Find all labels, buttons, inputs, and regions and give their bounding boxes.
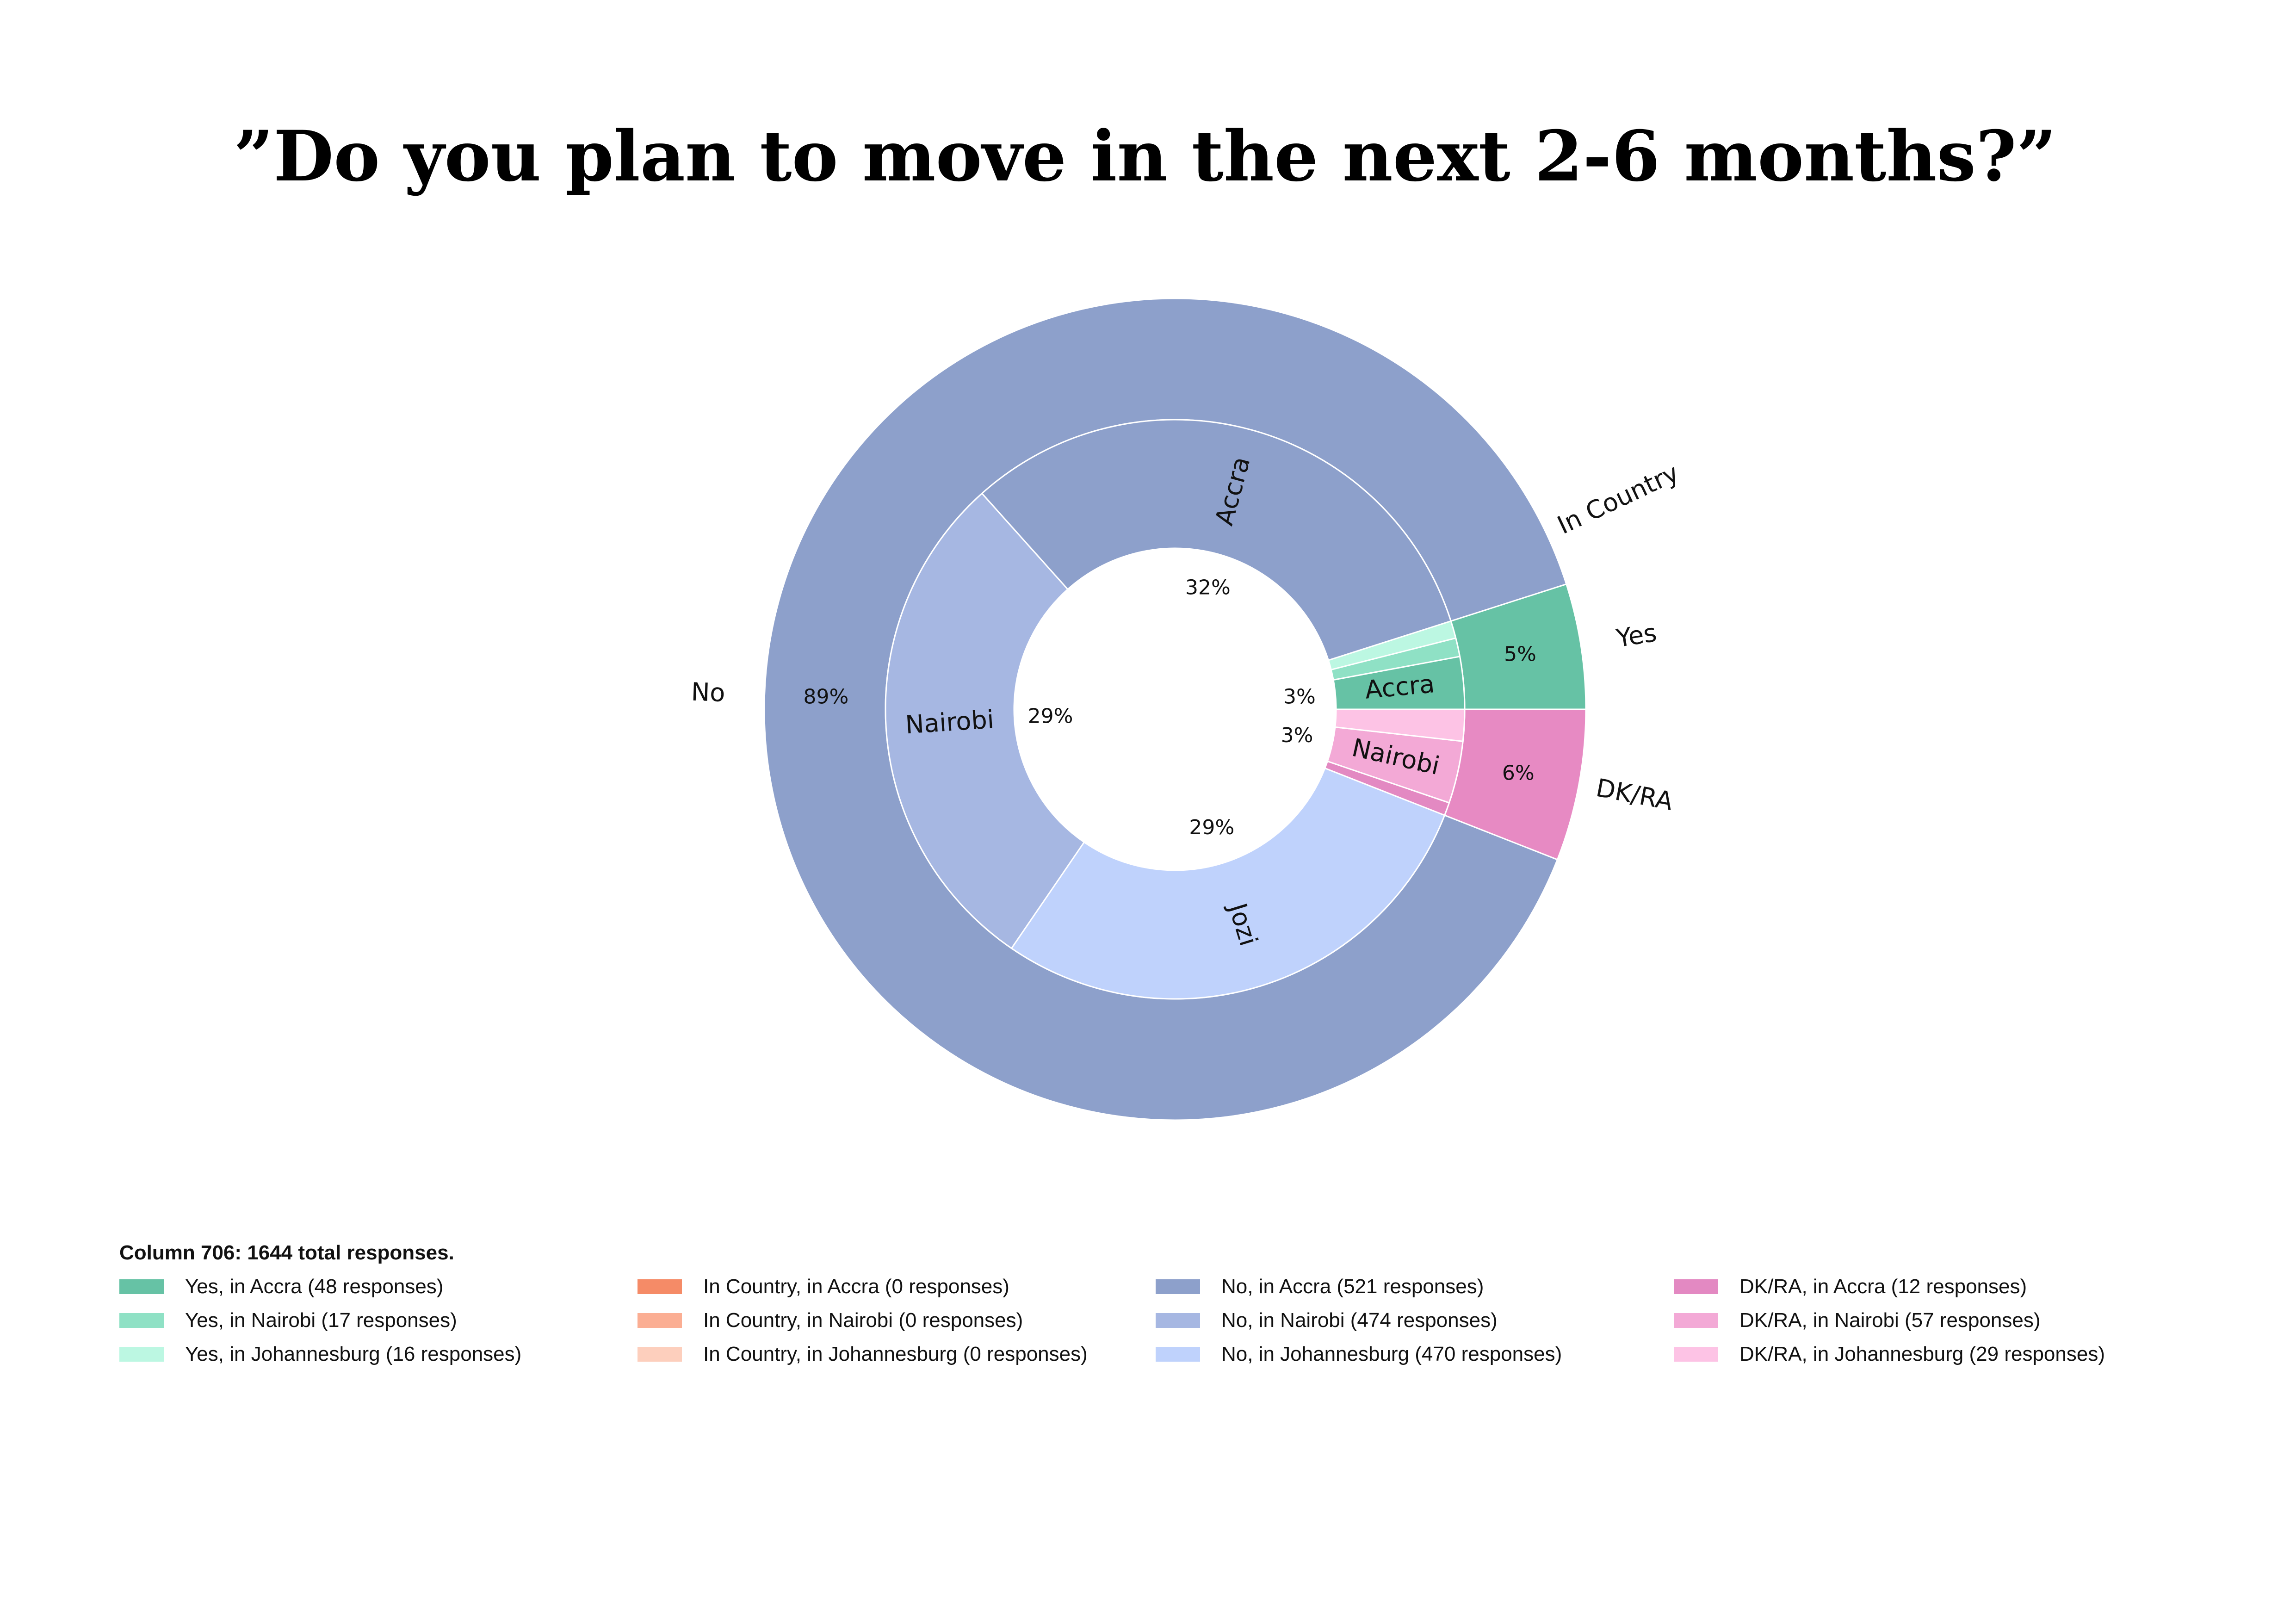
legend-label: In Country, in Accra (0 responses) <box>703 1275 1009 1298</box>
legend-label: DK/RA, in Nairobi (57 responses) <box>1739 1308 2041 1332</box>
legend-label: No, in Nairobi (474 responses) <box>1221 1308 1498 1332</box>
legend-item: In Country, in Johannesburg (0 responses… <box>637 1337 1156 1371</box>
inner-pct-dk-ra-in-nairobi: 3% <box>1281 724 1313 747</box>
legend-label: In Country, in Nairobi (0 responses) <box>703 1308 1023 1332</box>
legend-item: DK/RA, in Nairobi (57 responses) <box>1674 1303 2192 1337</box>
legend-swatch <box>1156 1313 1200 1328</box>
legend-item: No, in Nairobi (474 responses) <box>1156 1303 1674 1337</box>
legend-swatch <box>1674 1313 1718 1328</box>
legend-swatch <box>1674 1279 1718 1294</box>
inner-label-yes-in-accra: Accra <box>1364 669 1436 705</box>
outer-name-no: No <box>691 677 725 707</box>
inner-slice-dk-ra-in-johannesburg <box>1334 708 1466 742</box>
inner-ring <box>885 419 1466 1000</box>
outer-pct-no: 89% <box>803 685 848 708</box>
legend-swatch <box>1156 1279 1200 1294</box>
legend-label: No, in Johannesburg (470 responses) <box>1221 1342 1562 1365</box>
legend-swatch <box>637 1346 682 1362</box>
inner-slice-no-in-johannesburg <box>1010 767 1446 1000</box>
outer-label-in-country: In Country <box>1553 458 1683 540</box>
legend-item: DK/RA, in Johannesburg (29 responses) <box>1674 1337 2192 1371</box>
legend-label: In Country, in Johannesburg (0 responses… <box>703 1342 1088 1365</box>
legend-item: No, in Johannesburg (470 responses) <box>1156 1337 1674 1371</box>
legend-label: Yes, in Nairobi (17 responses) <box>185 1308 457 1332</box>
inner-pct-no-in-nairobi: 29% <box>1028 705 1073 728</box>
inner-slice-no-in-accra <box>981 419 1452 661</box>
legend-item: Yes, in Accra (48 responses) <box>119 1270 637 1303</box>
legend-title: Column 706: 1644 total responses. <box>119 1241 454 1264</box>
legend-swatch <box>119 1313 164 1328</box>
legend-item: No, in Accra (521 responses) <box>1156 1270 1674 1303</box>
outer-pct-dk-ra: 6% <box>1502 762 1535 785</box>
legend-swatch <box>637 1279 682 1294</box>
inner-label-no-in-nairobi: Nairobi <box>904 705 995 739</box>
legend-label: No, in Accra (521 responses) <box>1221 1275 1484 1298</box>
outer-name-yes: Yes <box>1614 618 1659 653</box>
legend: Column 706: 1644 total responses. Yes, i… <box>119 1236 2247 1371</box>
legend-item: Yes, in Nairobi (17 responses) <box>119 1303 637 1337</box>
legend-label: DK/RA, in Johannesburg (29 responses) <box>1739 1342 2105 1365</box>
legend-item: In Country, in Nairobi (0 responses) <box>637 1303 1156 1337</box>
inner-pct-no-in-johannesburg: 29% <box>1189 816 1234 839</box>
legend-grid: Yes, in Accra (48 responses) In Country, … <box>119 1270 2247 1371</box>
legend-swatch <box>637 1313 682 1328</box>
legend-label: Yes, in Johannesburg (16 responses) <box>185 1342 522 1365</box>
legend-swatch <box>119 1279 164 1294</box>
outer-pct-yes: 5% <box>1504 643 1536 666</box>
legend-item: In Country, in Accra (0 responses) <box>637 1270 1156 1303</box>
inner-slice-no-in-nairobi <box>885 492 1085 949</box>
legend-label: DK/RA, in Accra (12 responses) <box>1739 1275 2027 1298</box>
legend-item: DK/RA, in Accra (12 responses) <box>1674 1270 2192 1303</box>
legend-label: Yes, in Accra (48 responses) <box>185 1275 444 1298</box>
legend-swatch <box>1156 1346 1200 1362</box>
legend-item: Yes, in Johannesburg (16 responses) <box>119 1337 637 1371</box>
chart-title: ”Do you plan to move in the next 2-6 mon… <box>234 116 2056 197</box>
legend-swatch <box>119 1346 164 1362</box>
inner-pct-no-in-accra: 32% <box>1185 576 1231 599</box>
inner-pct-yes-in-accra: 3% <box>1283 685 1316 708</box>
outer-ring <box>763 298 1587 1121</box>
outer-name-dk-ra: DK/RA <box>1594 773 1675 816</box>
legend-swatch <box>1674 1346 1718 1362</box>
